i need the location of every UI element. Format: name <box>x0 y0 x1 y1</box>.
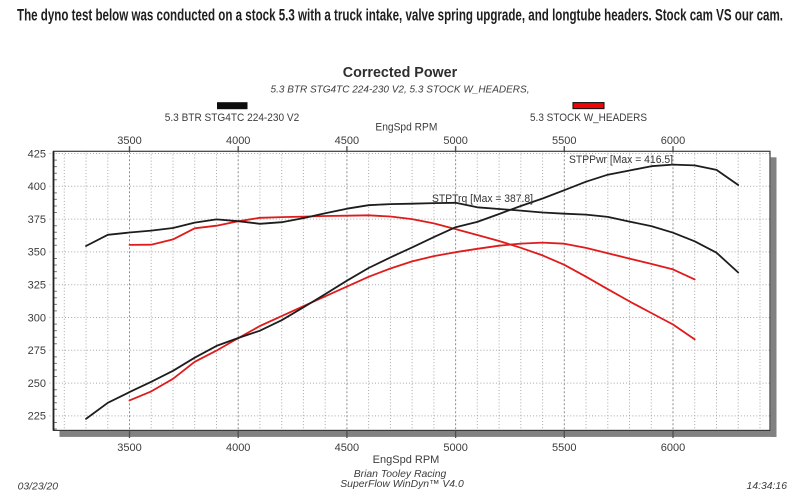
svg-text:375: 375 <box>28 214 46 226</box>
svg-text:14:34:16: 14:34:16 <box>747 481 788 492</box>
svg-text:5.3 BTR STG4TC 224-230 V2, 5.3: 5.3 BTR STG4TC 224-230 V2, 5.3 STOCK W_H… <box>271 85 530 96</box>
svg-text:4000: 4000 <box>226 442 250 454</box>
svg-text:Corrected Power: Corrected Power <box>343 65 458 81</box>
svg-text:5000: 5000 <box>443 442 467 454</box>
svg-text:EngSpd RPM: EngSpd RPM <box>375 122 437 134</box>
svg-text:5.3 BTR STG4TC 224-230 V2: 5.3 BTR STG4TC 224-230 V2 <box>165 112 300 124</box>
svg-text:225: 225 <box>28 411 46 423</box>
svg-text:4000: 4000 <box>226 135 250 147</box>
svg-text:4500: 4500 <box>335 135 359 147</box>
svg-text:3500: 3500 <box>117 135 141 147</box>
svg-text:275: 275 <box>28 345 46 357</box>
svg-text:6000: 6000 <box>661 135 685 147</box>
svg-text:STPTrq [Max = 387.8]: STPTrq [Max = 387.8] <box>432 193 533 205</box>
svg-text:6000: 6000 <box>661 442 685 454</box>
svg-text:250: 250 <box>28 378 46 390</box>
svg-text:5500: 5500 <box>552 442 576 454</box>
svg-text:4500: 4500 <box>335 442 359 454</box>
svg-text:400: 400 <box>28 181 46 193</box>
svg-text:300: 300 <box>28 312 46 324</box>
svg-text:5000: 5000 <box>443 135 467 147</box>
svg-text:03/23/20: 03/23/20 <box>18 482 59 493</box>
svg-text:5500: 5500 <box>552 135 576 147</box>
svg-text:425: 425 <box>28 148 46 160</box>
svg-text:350: 350 <box>28 247 46 259</box>
svg-text:STPPwr [Max = 416.5]: STPPwr [Max = 416.5] <box>569 154 673 166</box>
svg-text:325: 325 <box>28 280 46 292</box>
svg-text:EngSpd RPM: EngSpd RPM <box>373 454 440 466</box>
svg-text:3500: 3500 <box>117 442 141 454</box>
svg-text:Brian Tooley Racing: Brian Tooley Racing <box>354 469 447 480</box>
svg-text:SuperFlow WinDyn™ V4.0: SuperFlow WinDyn™ V4.0 <box>340 479 464 490</box>
svg-text:The dyno test below was conduc: The dyno test below was conducted on a s… <box>17 5 783 24</box>
svg-text:5.3 STOCK W_HEADERS: 5.3 STOCK W_HEADERS <box>530 112 647 124</box>
